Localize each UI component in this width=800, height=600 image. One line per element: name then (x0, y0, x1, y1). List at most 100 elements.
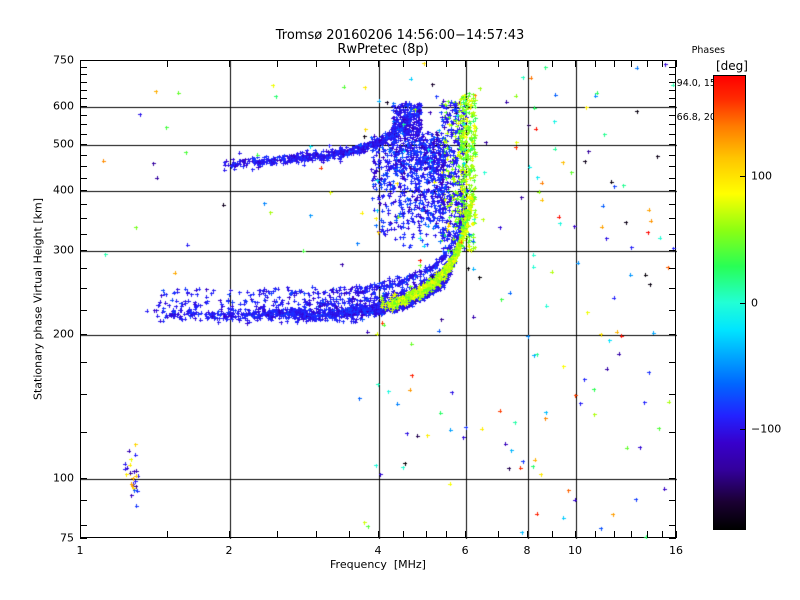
y-tick-mark (80, 524, 87, 526)
y-tick-label: 100 (53, 471, 74, 485)
y-tick-mark-right (669, 478, 676, 480)
x-tick-mark-top (80, 60, 81, 67)
colorbar-tick-mark (740, 176, 746, 177)
y-tick-mark (80, 538, 87, 539)
y-tick-mark (80, 134, 87, 136)
x-tick-mark-top (614, 60, 616, 67)
y-tick-mark (80, 190, 87, 192)
x-tick-mark-top (229, 60, 230, 67)
y-tick-label: 75 (60, 531, 74, 545)
y-tick-mark-right (669, 394, 676, 396)
y-tick-mark-right (669, 124, 676, 126)
x-tick-mark (378, 531, 379, 538)
y-tick-mark-right (669, 89, 676, 91)
x-tick-label: 1 (76, 544, 84, 557)
x-tick-mark (631, 531, 633, 538)
y-tick-mark (80, 268, 87, 270)
x-tick-mark (498, 531, 500, 538)
y-tick-mark-right (669, 134, 676, 136)
y-tick-mark (80, 124, 87, 126)
x-tick-mark (229, 531, 230, 538)
y-tick-mark-right (669, 115, 676, 117)
x-tick-label: 4 (374, 544, 382, 557)
colorbar-tick-mark (740, 303, 746, 304)
y-tick-mark (80, 97, 87, 99)
y-tick-mark-right (669, 218, 676, 220)
y-tick-mark-right (669, 106, 676, 108)
y-tick-mark (80, 478, 87, 480)
y-tick-mark (80, 250, 87, 252)
x-tick-mark-top (574, 60, 576, 67)
y-tick-mark-right (669, 144, 676, 146)
y-tick-mark (80, 218, 87, 220)
colorbar-unit-label: [deg] (716, 59, 748, 73)
y-tick-mark (80, 233, 87, 235)
y-tick-mark (80, 431, 87, 433)
y-tick-mark-right (669, 250, 676, 252)
x-tick-mark-top (465, 60, 467, 67)
y-tick-mark (80, 203, 87, 205)
x-tick-label: 2 (225, 544, 233, 557)
x-tick-mark-top (316, 60, 318, 67)
x-tick-mark (425, 531, 427, 538)
x-tick-mark-top (631, 60, 633, 67)
x-tick-label: 10 (567, 544, 582, 557)
y-tick-mark (80, 500, 87, 502)
x-tick-mark (276, 531, 278, 538)
y-tick-mark-right (669, 203, 676, 205)
x-tick-mark (167, 531, 169, 538)
y-tick-mark-right (669, 177, 676, 179)
x-tick-mark-top (527, 60, 528, 67)
x-tick-mark (446, 531, 448, 538)
y-tick-mark (80, 144, 87, 146)
x-tick-mark (676, 531, 677, 538)
x-tick-mark (527, 531, 528, 538)
y-tick-mark-right (669, 334, 676, 336)
y-tick-label: 600 (53, 99, 74, 113)
y-tick-mark (80, 74, 87, 76)
x-tick-mark (574, 531, 576, 538)
x-tick-mark-top (403, 60, 405, 67)
x-tick-mark-top (167, 60, 169, 67)
colorbar-tick-label: 0 (751, 296, 758, 309)
x-tick-mark-top (647, 60, 649, 67)
y-tick-label: 400 (53, 183, 74, 197)
y-tick-mark-right (669, 74, 676, 76)
x-tick-mark (595, 531, 597, 538)
y-tick-mark-right (669, 166, 676, 168)
x-tick-label: 16 (669, 544, 683, 557)
y-tick-mark-right (669, 500, 676, 502)
y-tick-mark-right (669, 81, 676, 83)
x-tick-mark-top (498, 60, 500, 67)
y-tick-label: 500 (53, 137, 74, 151)
colorbar-tick-label: 100 (751, 169, 772, 183)
x-tick-mark-top (378, 60, 379, 67)
x-tick-mark (316, 531, 318, 538)
colorbar-tick-mark (740, 429, 746, 430)
y-tick-mark-right (669, 362, 676, 364)
scatter-data-canvas (81, 61, 677, 539)
x-tick-label: 6 (461, 544, 469, 557)
y-tick-mark (80, 177, 87, 179)
colorbar-tick-label: −100 (751, 422, 782, 436)
x-tick-mark (647, 531, 649, 538)
y-tick-mark-right (669, 67, 676, 69)
y-tick-mark (80, 67, 87, 69)
y-tick-mark (80, 106, 87, 108)
y-tick-label: 750 (53, 53, 74, 67)
x-tick-mark (552, 531, 554, 538)
x-tick-mark-top (676, 60, 677, 67)
y-tick-mark-right (669, 154, 676, 156)
y-tick-mark (80, 60, 87, 61)
y-tick-mark (80, 154, 87, 156)
y-tick-mark (80, 394, 87, 396)
y-tick-mark-right (669, 309, 676, 311)
y-axis-label: Stationary phase Virtual Height [km] (31, 197, 45, 401)
y-tick-mark (80, 81, 87, 83)
y-tick-mark (80, 288, 87, 290)
x-tick-mark (349, 531, 351, 538)
x-tick-mark (662, 531, 664, 538)
x-tick-mark-top (425, 60, 427, 67)
y-tick-label: 200 (53, 327, 74, 341)
